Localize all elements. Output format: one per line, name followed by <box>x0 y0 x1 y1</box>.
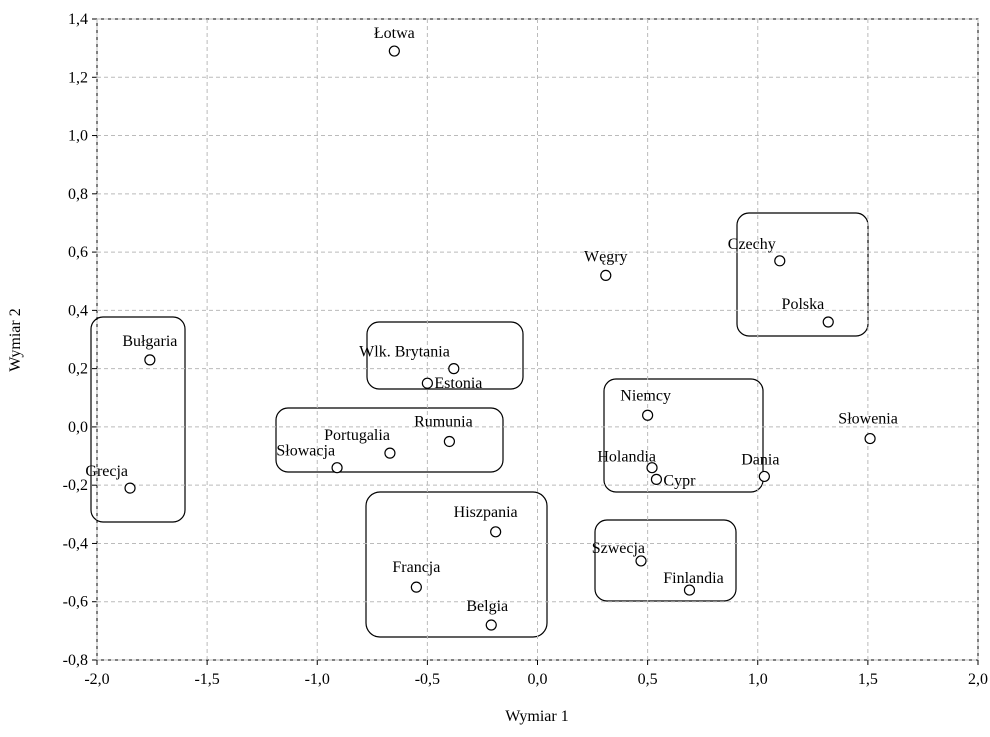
group-box <box>366 321 524 390</box>
group-box <box>275 407 504 473</box>
point <box>388 45 400 57</box>
point <box>774 255 786 267</box>
point-label: Bułgaria <box>122 333 177 350</box>
x-tick-label: -1,5 <box>194 671 219 688</box>
y-tick-label: -0,6 <box>63 594 88 611</box>
point-label: Grecja <box>85 463 128 480</box>
x-axis-title: Wymiar 1 <box>505 708 568 725</box>
x-tick-label: 0,0 <box>528 671 548 688</box>
point <box>410 581 422 593</box>
group-box <box>594 519 737 602</box>
point <box>822 316 834 328</box>
y-tick-label: 0,4 <box>68 302 88 319</box>
point-label: Rumunia <box>414 413 473 430</box>
x-tick-label: 1,0 <box>748 671 768 688</box>
y-tick-label: 0,6 <box>68 244 88 261</box>
point-label: Wlk. Brytania <box>359 344 450 361</box>
point-label: Belgia <box>466 598 508 615</box>
y-tick-label: 0,2 <box>68 361 88 378</box>
x-tick-label: 2,0 <box>968 671 988 688</box>
point-label: Cypr <box>663 472 696 489</box>
x-tick-label: 1,5 <box>858 671 878 688</box>
point-label: Dania <box>741 451 779 468</box>
point <box>421 377 433 389</box>
point-label: Niemcy <box>620 387 671 404</box>
point-label: Holandia <box>597 449 656 466</box>
point-label: Finlandia <box>663 570 723 587</box>
point-label: Węgry <box>584 248 628 265</box>
point <box>443 435 455 448</box>
point <box>485 619 497 631</box>
point-label: Czechy <box>728 236 776 253</box>
y-tick-label: 1,4 <box>68 11 88 28</box>
point <box>448 363 460 375</box>
y-tick-label: -0,8 <box>63 652 88 669</box>
point-label: Portugalia <box>324 427 390 444</box>
group-box <box>736 212 869 337</box>
point <box>635 555 647 567</box>
point <box>683 584 696 596</box>
point <box>490 526 502 538</box>
point-label: Polska <box>782 296 825 313</box>
point-label: Estonia <box>434 375 482 392</box>
y-tick-label: -0,4 <box>63 535 88 552</box>
point <box>650 473 663 485</box>
group-box <box>603 378 764 493</box>
y-tick-label: 1,2 <box>68 69 88 86</box>
point <box>124 482 136 494</box>
point <box>758 470 770 483</box>
group-boxes <box>90 212 869 638</box>
point <box>144 354 156 366</box>
point <box>600 269 612 281</box>
y-axis-title: Wymiar 2 <box>7 308 24 371</box>
x-tick-label: -0,5 <box>415 671 440 688</box>
x-tick-label: -1,0 <box>305 671 330 688</box>
point <box>864 432 876 445</box>
point-label: Łotwa <box>374 25 415 42</box>
point-label: Hiszpania <box>454 504 518 521</box>
y-tick-label: 1,0 <box>68 128 88 145</box>
group-box <box>365 491 548 638</box>
x-tick-label: -2,0 <box>84 671 109 688</box>
point-label: Słowacja <box>276 443 335 460</box>
point-label: Szwecja <box>592 540 645 557</box>
point <box>384 447 396 459</box>
y-tick-label: 0,8 <box>68 186 88 203</box>
y-tick-label: 0,0 <box>68 419 88 436</box>
point <box>642 409 654 421</box>
point-label: Francja <box>392 559 440 576</box>
x-tick-label: 0,5 <box>638 671 658 688</box>
group-box <box>90 316 186 523</box>
point <box>646 462 658 474</box>
plot-frame <box>96 18 979 661</box>
point <box>331 462 343 474</box>
y-tick-label: -0,2 <box>63 477 88 494</box>
point-label: Słowenia <box>838 411 898 428</box>
